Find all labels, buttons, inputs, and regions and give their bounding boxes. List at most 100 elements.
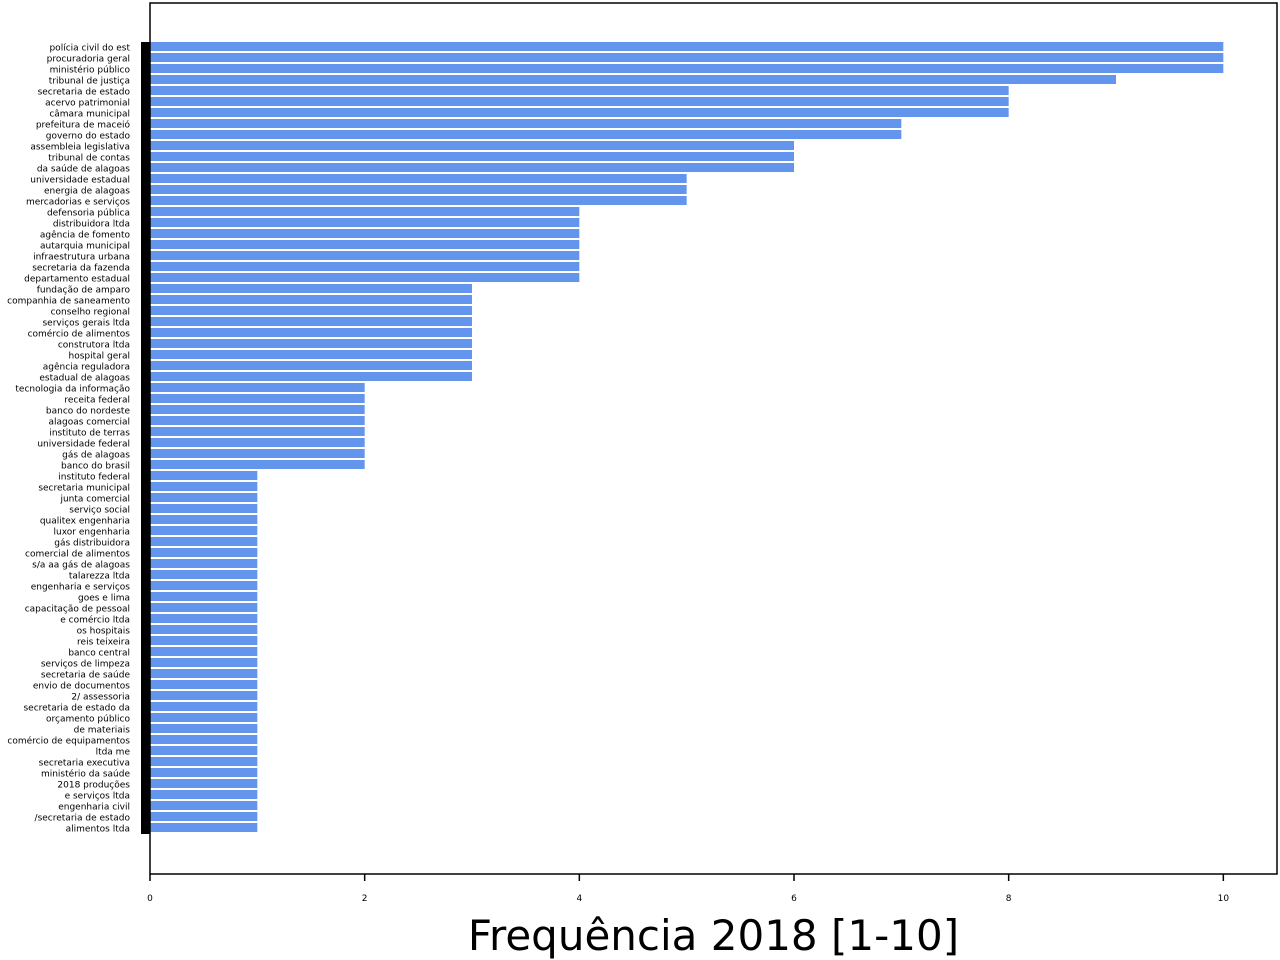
bar [150, 537, 258, 547]
y-tick-label: receita federal [64, 396, 130, 406]
y-tick-label: secretaria de saúde [41, 671, 131, 681]
y-tick-mark [141, 801, 150, 812]
y-tick-mark [141, 548, 150, 559]
y-tick-label: banco do brasil [61, 462, 130, 472]
y-tick-label: de materiais [74, 726, 131, 736]
bar [150, 438, 365, 448]
y-tick-label: governo do estado [46, 132, 131, 142]
bar [150, 592, 258, 602]
y-tick-label: serviço social [69, 506, 130, 516]
y-tick-mark [141, 86, 150, 97]
y-tick-label: ltda me [96, 748, 131, 758]
bar [150, 460, 365, 470]
y-tick-label: construtora ltda [58, 341, 130, 351]
y-tick-mark [141, 218, 150, 229]
y-tick-mark [141, 515, 150, 526]
y-tick-mark [141, 339, 150, 350]
bar [150, 317, 472, 327]
y-tick-mark [141, 328, 150, 339]
y-tick-mark [141, 614, 150, 625]
y-tick-mark [141, 779, 150, 790]
y-tick-mark [141, 317, 150, 328]
y-tick-mark [141, 526, 150, 537]
y-tick-label: conselho regional [51, 308, 130, 318]
y-tick-mark [141, 174, 150, 185]
bar [150, 691, 258, 701]
y-tick-label: autarquia municipal [40, 242, 130, 252]
bar [150, 75, 1116, 85]
bar [150, 295, 472, 305]
y-tick-mark [141, 724, 150, 735]
x-tick-label: 2 [362, 894, 368, 904]
y-tick-mark [141, 691, 150, 702]
y-tick-label: polícia civil do est [49, 44, 130, 54]
x-tick-label: 10 [1218, 894, 1230, 904]
y-tick-label: tecnologia da informação [15, 385, 130, 395]
y-tick-label: defensoria pública [47, 209, 130, 219]
y-tick-mark [141, 669, 150, 680]
y-tick-label: distribuidora ltda [53, 220, 130, 230]
y-tick-label: orçamento público [46, 715, 130, 725]
bar [150, 361, 472, 371]
bar [150, 449, 365, 459]
bar [150, 768, 258, 778]
y-tick-label: departamento estadual [24, 275, 130, 285]
y-tick-label: capacitação de pessoal [25, 605, 130, 615]
bar [150, 130, 902, 140]
y-tick-mark [141, 152, 150, 163]
y-tick-mark [141, 438, 150, 449]
y-tick-label: secretaria de estado da [23, 704, 130, 714]
y-tick-label: universidade estadual [30, 176, 130, 186]
y-tick-mark [141, 130, 150, 141]
y-tick-label: engenharia e serviços [31, 583, 131, 593]
bar [150, 427, 365, 437]
y-tick-label: e comércio ltda [60, 615, 130, 626]
y-tick-label: s/a aa gás de alagoas [32, 561, 130, 571]
y-tick-mark [141, 405, 150, 416]
y-tick-mark [141, 372, 150, 383]
y-tick-label: gás distribuidora [54, 539, 130, 549]
y-tick-label: junta comercial [59, 495, 130, 505]
y-tick-mark [141, 207, 150, 218]
y-tick-mark [141, 603, 150, 614]
bar [150, 86, 1009, 96]
y-tick-mark [141, 735, 150, 746]
y-tick-mark [141, 306, 150, 317]
bar [150, 53, 1224, 63]
y-tick-mark [141, 361, 150, 372]
bar [150, 416, 365, 426]
y-tick-label: /secretaria de estado [35, 814, 131, 824]
bar [150, 97, 1009, 107]
y-tick-label: secretaria da fazenda [32, 264, 130, 274]
bar [150, 339, 472, 349]
bar [150, 152, 794, 162]
y-tick-mark [141, 119, 150, 130]
bar [150, 658, 258, 668]
bar [150, 108, 1009, 118]
y-tick-label: ministério público [50, 65, 131, 76]
y-tick-mark [141, 581, 150, 592]
y-tick-label: procuradoria geral [47, 55, 130, 65]
y-tick-mark [141, 537, 150, 548]
bar [150, 603, 258, 613]
y-tick-mark [141, 273, 150, 284]
bar [150, 196, 687, 206]
y-tick-mark [141, 713, 150, 724]
y-tick-mark [141, 636, 150, 647]
bar [150, 163, 794, 173]
y-tick-mark [141, 97, 150, 108]
y-tick-label: fundação de amparo [37, 286, 131, 296]
bar [150, 350, 472, 360]
y-tick-label: mercadorias e serviços [26, 198, 130, 208]
y-tick-label: assembleia legislativa [30, 143, 130, 153]
y-tick-label: serviços de limpeza [41, 660, 130, 670]
y-tick-mark [141, 647, 150, 658]
bar [150, 482, 258, 492]
bar [150, 548, 258, 558]
y-tick-mark [141, 504, 150, 515]
bar [150, 779, 258, 789]
bar [150, 515, 258, 525]
y-tick-label: talarezza ltda [69, 572, 130, 582]
